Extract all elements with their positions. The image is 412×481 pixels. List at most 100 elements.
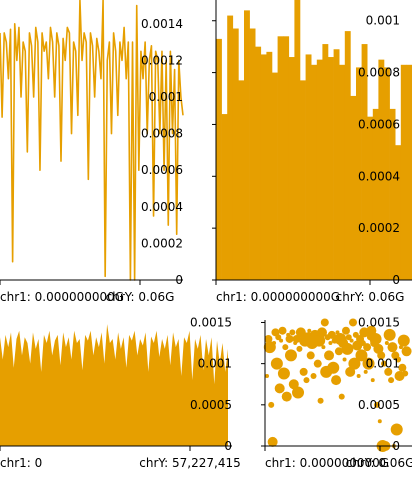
scatter-point [341, 326, 350, 335]
y-tick-label: 0.0002 [358, 221, 400, 235]
scatter-point [324, 350, 335, 361]
scatter-point [296, 345, 303, 352]
y-tick-label: 0.0004 [358, 169, 400, 183]
y-tick-label: 0.001 [198, 357, 232, 371]
x-tick-label: chr1: 0.000000000G [0, 290, 124, 304]
scatter-point [388, 377, 395, 384]
scatter-point [306, 351, 315, 360]
scatter-point [338, 393, 345, 400]
scatter-point [349, 318, 358, 327]
scatter-point [401, 346, 412, 357]
scatter-point [349, 338, 354, 343]
bar [361, 44, 368, 280]
y-tick-label: 0.0005 [358, 398, 400, 412]
y-tick-label: 0 [224, 439, 232, 453]
bar [288, 57, 295, 280]
x-tick-label: chr1: 0.000000000G [216, 290, 340, 304]
y-tick-label: 0.001 [149, 90, 183, 104]
bar [277, 36, 284, 280]
scatter-point [303, 377, 310, 384]
x-tick-label: chr1: 0.000000000G [265, 456, 389, 470]
bar [328, 57, 334, 280]
bar [322, 44, 329, 280]
scatter-point [313, 334, 326, 347]
y-tick-label: 0.0005 [190, 398, 232, 412]
scatter-point [387, 342, 398, 353]
bar [300, 80, 306, 281]
y-tick-label: 0.0002 [141, 236, 183, 250]
y-tick-label: 0.001 [366, 14, 400, 28]
scatter-point [313, 359, 322, 368]
series-line [0, 0, 184, 281]
bar [255, 46, 262, 280]
scatter-point [395, 356, 402, 363]
scatter-point [331, 375, 342, 386]
bar [283, 36, 290, 280]
scatter-point [369, 332, 382, 345]
scatter-point [267, 436, 278, 447]
scatter-point [327, 330, 336, 339]
scatter-point [320, 318, 329, 327]
bar [216, 38, 222, 280]
scatter-point [402, 370, 409, 377]
bar [249, 28, 256, 280]
scatter-point [272, 341, 277, 346]
scatter-point [352, 340, 363, 351]
scatter-point [284, 349, 297, 362]
scatter-point [397, 334, 410, 347]
scatter-point [377, 419, 382, 424]
scatter-point [271, 328, 280, 337]
scatter-point [274, 383, 285, 394]
scatter-point [327, 361, 340, 374]
scatter-point [285, 334, 294, 343]
y-tick-label: 0 [392, 273, 400, 287]
scatter-point [390, 423, 403, 436]
bar [311, 64, 318, 280]
scatter-point [275, 334, 282, 341]
scatter-point [355, 349, 368, 362]
scatter-point [342, 357, 347, 362]
scatter-point [362, 357, 375, 370]
series-area [0, 324, 228, 446]
scatter-point [398, 363, 407, 372]
scatter-point [381, 360, 388, 367]
bar [367, 116, 374, 280]
scatter-point [356, 374, 361, 378]
scatter-point [282, 344, 289, 351]
bar [344, 31, 351, 280]
y-tick-label: 0.0015 [190, 315, 232, 329]
y-tick-label: 0.0004 [141, 200, 183, 214]
scatter-point [279, 338, 284, 343]
bar [333, 49, 340, 281]
scatter-point [384, 367, 393, 376]
bar [378, 59, 385, 280]
scatter-point [281, 391, 292, 402]
y-tick-label: 0.0012 [141, 53, 183, 67]
bar [272, 72, 278, 280]
bar [400, 64, 407, 280]
chart-panel-4: 0 0.0005 0.001 0.0015 chr1: 0.000000000GchrY… [261, 315, 412, 470]
chart-panel-1: 0 0.0002 0.0004 0.0006 0.0008 0.001 0.0012 0.00… [0, 0, 184, 304]
scatter-point [317, 397, 324, 404]
scatter-point [373, 401, 380, 408]
scatter-point [299, 367, 308, 376]
bar [395, 145, 402, 280]
scatter-point [345, 334, 352, 341]
bar [316, 59, 323, 280]
scatter-point [321, 345, 326, 350]
y-tick-label: 0.001 [366, 357, 400, 371]
scatter-point [316, 327, 327, 338]
scatter-point [384, 341, 389, 346]
y-tick-label: 0.0015 [358, 315, 400, 329]
y-tick-label: 0.0006 [141, 163, 183, 177]
y-tick-label: 0.0008 [141, 127, 183, 141]
bar [350, 95, 357, 281]
bar [227, 15, 234, 281]
chart-panel-3: 0 0.0005 0.001 0.0015 chr1: 0 chrY: 57,227,41… [0, 315, 241, 470]
scatter-point [394, 371, 405, 381]
bar [232, 28, 239, 280]
scatter-point [277, 367, 290, 380]
x-tick-label: chrY: 0.06G [106, 290, 175, 304]
